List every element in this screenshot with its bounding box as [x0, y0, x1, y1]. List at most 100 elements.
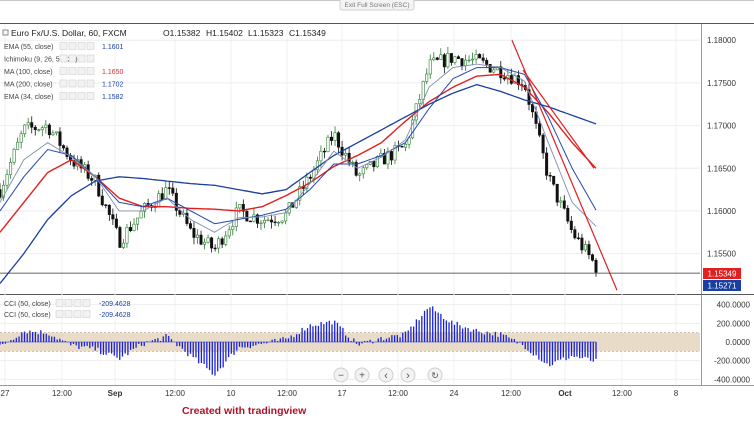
legend-settings-icon[interactable]	[68, 54, 77, 63]
candle-body	[404, 143, 408, 148]
ohlc-open: O1.15382	[163, 28, 201, 38]
candle-body	[308, 176, 312, 179]
symbol-title: Euro Fx/U.S. Dollar, 60, FXCM	[11, 28, 127, 38]
time-tick-label: 17	[338, 389, 347, 398]
legend-settings-icon[interactable]	[77, 42, 86, 50]
legend-settings-icon[interactable]	[86, 79, 95, 88]
candle-body	[107, 204, 111, 215]
candle-body	[238, 204, 242, 209]
cci-legend-settings-icon[interactable]	[73, 299, 82, 307]
candle-body	[224, 235, 228, 245]
exit-fullscreen-button[interactable]	[339, 0, 415, 11]
candle-body	[432, 57, 436, 61]
time-tick-label: 8	[674, 389, 679, 398]
candle-body	[139, 210, 143, 219]
candle-body	[372, 160, 376, 168]
time-tick-label: 27	[1, 389, 10, 398]
candle-body	[315, 160, 319, 171]
legend-settings-icon[interactable]	[68, 92, 77, 100]
legend-settings-icon[interactable]	[68, 67, 77, 75]
ref-price-label: 1.15271	[708, 282, 737, 291]
legend-settings-icon[interactable]	[77, 92, 86, 100]
candle-body	[344, 152, 348, 156]
collapse-icon[interactable]	[2, 29, 9, 36]
legend-settings-icon[interactable]	[86, 92, 95, 100]
candle-body	[354, 161, 358, 176]
candle-body	[280, 220, 284, 223]
legend-settings-icon[interactable]	[86, 42, 95, 50]
legend-settings-icon[interactable]	[59, 67, 68, 75]
candle-body	[319, 150, 323, 162]
legend-settings-icon[interactable]	[77, 79, 86, 88]
legend-settings-icon[interactable]	[77, 67, 86, 75]
candle-body	[322, 150, 326, 153]
candle-body	[435, 57, 439, 60]
chevron-left-icon: ‹	[384, 370, 388, 382]
legend-value: 1.1702	[102, 82, 124, 89]
candle-body	[425, 73, 429, 82]
legend-settings-icon[interactable]	[59, 79, 68, 88]
legend-settings-icon[interactable]	[59, 42, 68, 50]
candle-body	[33, 126, 37, 131]
candle-body	[167, 187, 171, 189]
candle-body	[305, 176, 309, 189]
legend-settings-icon[interactable]	[68, 42, 77, 50]
reset-button[interactable]	[427, 367, 443, 383]
cci-legend-settings-icon[interactable]	[64, 299, 73, 307]
zoom-in-button[interactable]	[354, 367, 370, 383]
scroll-right-button[interactable]	[400, 367, 416, 383]
candle-body	[37, 129, 41, 131]
candle-body	[192, 227, 196, 238]
legend-settings-icon[interactable]	[59, 54, 68, 63]
candle-body	[400, 145, 404, 148]
scroll-left-button[interactable]	[378, 367, 394, 383]
legend-label: MA (200, close)	[4, 82, 53, 89]
cci-legend-settings-icon[interactable]	[73, 310, 82, 318]
candle-body	[252, 214, 256, 222]
candle-body	[266, 219, 270, 222]
cci-legend-settings-icon[interactable]	[82, 310, 91, 318]
candle-body	[594, 259, 598, 273]
time-tick-label: 12:00	[277, 389, 298, 398]
candle-body	[23, 124, 27, 135]
legend-settings-icon[interactable]	[59, 92, 68, 100]
candle-body	[456, 56, 460, 59]
candle-body	[2, 184, 6, 198]
candle-body	[199, 234, 203, 245]
cci-legend-settings-icon[interactable]	[82, 299, 91, 307]
cci-legend-settings-icon[interactable]	[55, 299, 64, 307]
candles	[0, 46, 598, 277]
candle-body	[178, 210, 182, 215]
candle-body	[125, 227, 129, 244]
candle-body	[421, 81, 425, 100]
zoom-out-button[interactable]	[333, 367, 349, 383]
trendlines	[511, 40, 618, 291]
legend-settings-icon[interactable]	[77, 54, 86, 63]
legend-settings-icon[interactable]	[86, 54, 95, 63]
candle-body	[54, 131, 58, 134]
candle-body	[382, 152, 386, 165]
legend-settings-icon[interactable]	[68, 79, 77, 88]
ema34-line	[0, 63, 597, 233]
candle-body	[573, 229, 577, 239]
candle-body	[231, 226, 235, 231]
candle-body	[499, 66, 503, 79]
indicator-legend: EMA (55, close) 1.1601 Ichimoku (9, 26, 52…	[4, 42, 124, 101]
candle-body	[545, 152, 549, 176]
candle-body	[439, 54, 443, 60]
candle-body	[227, 229, 231, 237]
candle-body	[255, 214, 259, 224]
chart-navigation-toolbar: − + ‹ › ↻	[333, 367, 443, 383]
legend-label: Ichimoku (9, 26, 52, 26)	[4, 57, 78, 64]
price-grid	[0, 24, 700, 385]
candle-body	[485, 60, 489, 65]
legend-settings-icon[interactable]	[86, 67, 95, 75]
candle-body	[248, 220, 252, 223]
candle-body	[284, 212, 288, 222]
cci-legend-settings-icon[interactable]	[55, 310, 64, 318]
ma200-line	[0, 83, 597, 284]
candle-body	[164, 187, 168, 201]
candle-body	[262, 219, 266, 224]
candle-body	[411, 119, 415, 139]
cci-legend-settings-icon[interactable]	[64, 310, 73, 318]
